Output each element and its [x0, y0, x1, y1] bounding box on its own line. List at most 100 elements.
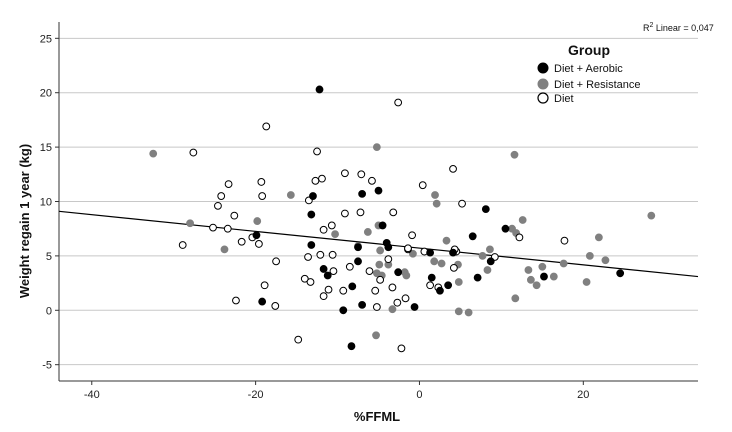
point-resistance [478, 251, 487, 260]
point-diet [329, 267, 338, 276]
r2-prefix: R [643, 23, 650, 33]
point-aerobic [354, 257, 362, 266]
point-diet [449, 164, 457, 173]
point-resistance [372, 143, 381, 152]
y-tick-label: 0 [46, 305, 52, 317]
point-resistance [376, 246, 385, 255]
point-resistance [526, 275, 535, 284]
point-diet [217, 192, 226, 200]
point-aerobic [426, 248, 435, 257]
point-diet [341, 169, 349, 178]
point-diet [311, 176, 320, 185]
point-aerobic [481, 205, 490, 214]
point-diet [319, 225, 328, 234]
point-diet [357, 170, 366, 179]
point-aerobic [427, 273, 436, 282]
point-resistance [253, 217, 262, 225]
point-diet [368, 176, 376, 185]
point-resistance [430, 257, 439, 266]
legend-label-diet: Diet [554, 93, 574, 105]
point-aerobic [473, 273, 482, 282]
point-aerobic [307, 210, 316, 219]
y-tick-label: 25 [40, 33, 52, 45]
legend-marker-resistance [537, 78, 549, 90]
y-tick-label: 15 [40, 142, 52, 154]
point-diet [408, 231, 416, 240]
point-resistance [402, 271, 411, 280]
point-aerobic [436, 286, 444, 295]
point-resistance [409, 249, 417, 258]
legend-label-resistance: Diet + Resistance [554, 79, 641, 91]
point-aerobic [444, 281, 453, 290]
y-tick-label: 20 [40, 88, 52, 100]
x-tick-labels: -40 -20 0 20 [84, 381, 589, 401]
point-diet [384, 255, 393, 264]
point-diet [389, 208, 398, 217]
point-resistance [549, 272, 558, 281]
y-tick-label: -5 [42, 360, 52, 372]
point-resistance [431, 191, 439, 199]
point-diet [404, 244, 412, 253]
point-resistance [483, 266, 492, 274]
point-diet [262, 122, 271, 131]
point-resistance [454, 278, 463, 286]
point-aerobic [347, 342, 356, 351]
point-diet [560, 236, 569, 245]
point-diet [304, 253, 312, 261]
y-tick-label: 10 [40, 197, 52, 209]
legend-label-aerobic: Diet + Aerobic [554, 63, 623, 75]
point-resistance [331, 230, 339, 239]
point-resistance [149, 149, 158, 158]
point-resistance [486, 245, 494, 254]
y-axis-title: Weight regain 1 year (kg) [17, 144, 32, 298]
point-diet [345, 262, 354, 271]
point-resistance [585, 251, 594, 260]
point-diet [515, 233, 524, 242]
point-diet [318, 174, 326, 183]
point-diet [327, 221, 336, 230]
point-resistance [372, 331, 380, 340]
y-tick-label: 5 [46, 251, 52, 263]
point-resistance [511, 294, 520, 303]
point-aerobic [449, 248, 457, 257]
point-aerobic [358, 300, 367, 309]
point-aerobic [410, 303, 419, 311]
point-aerobic [307, 241, 316, 249]
point-diet [230, 211, 239, 220]
point-resistance [518, 216, 527, 224]
point-aerobic [501, 224, 510, 233]
point-diet [258, 192, 267, 200]
point-resistance [375, 260, 384, 269]
point-resistance [286, 191, 295, 199]
point-aerobic [486, 257, 495, 266]
point-resistance [532, 281, 541, 290]
point-aerobic [348, 282, 357, 291]
point-resistance [454, 307, 463, 316]
point-diet [319, 292, 328, 301]
point-diet [232, 296, 240, 305]
point-diet [214, 201, 222, 210]
point-diet [254, 240, 263, 248]
point-aerobic [394, 268, 403, 277]
point-diet [316, 250, 325, 259]
point-aerobic [468, 232, 477, 241]
point-resistance [437, 259, 446, 268]
point-aerobic [384, 243, 393, 252]
point-diet [449, 263, 458, 272]
point-diet [260, 281, 269, 290]
r2-superscript: 2 [650, 22, 654, 29]
point-aerobic [252, 231, 261, 240]
point-aerobic [339, 306, 348, 315]
point-aerobic [354, 243, 362, 252]
point-resistance [372, 269, 381, 278]
point-diet [306, 278, 315, 286]
point-resistance [601, 256, 610, 265]
point-diet [397, 344, 406, 353]
point-aerobic [374, 186, 383, 195]
point-diet [418, 181, 427, 190]
point-resistance [594, 233, 603, 242]
point-diet [458, 199, 466, 208]
point-aerobic [358, 189, 367, 198]
